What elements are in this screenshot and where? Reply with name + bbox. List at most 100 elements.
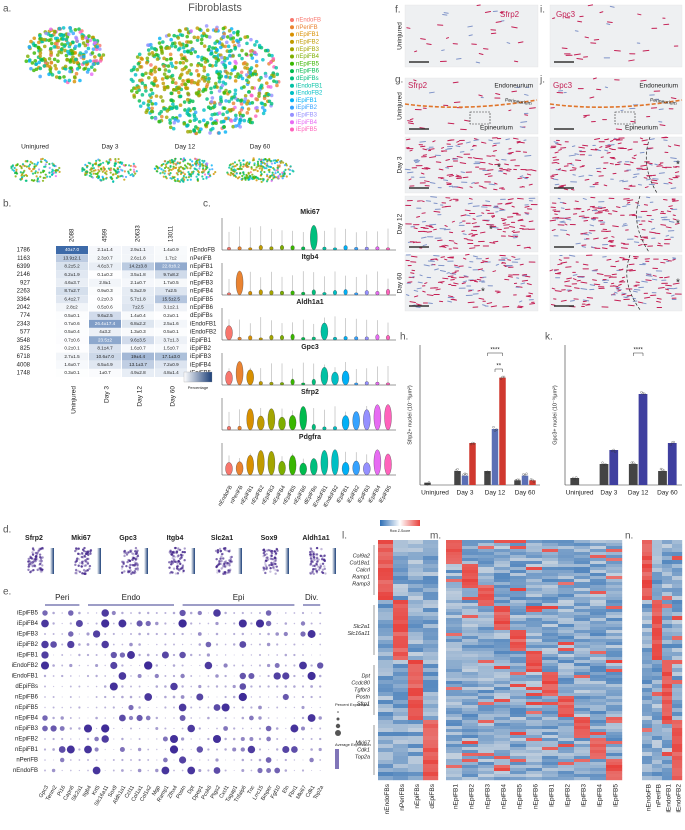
heat-cell bbox=[423, 756, 438, 760]
cluster-count: 774 bbox=[20, 313, 31, 319]
dot bbox=[181, 695, 185, 699]
violin bbox=[226, 371, 233, 385]
stained-nucleus bbox=[466, 254, 470, 255]
dot bbox=[276, 738, 278, 740]
dot bbox=[79, 633, 80, 634]
heat-cell bbox=[423, 736, 438, 740]
feature-cell bbox=[177, 555, 179, 557]
heat-cell bbox=[393, 740, 408, 744]
feature-cell bbox=[215, 566, 217, 568]
umap-cell bbox=[125, 176, 127, 178]
dot bbox=[156, 633, 158, 635]
umap-cell bbox=[117, 158, 119, 160]
row-label: iEpiFB2 bbox=[17, 642, 39, 648]
umap-cell bbox=[233, 171, 235, 173]
heat-cell bbox=[606, 552, 622, 555]
feature-cell bbox=[170, 563, 172, 565]
umap-cell bbox=[172, 127, 176, 131]
dot bbox=[121, 759, 123, 761]
violin bbox=[310, 458, 317, 475]
umap-cell bbox=[89, 162, 91, 164]
stained-nucleus bbox=[406, 139, 410, 140]
heat-cell bbox=[393, 676, 408, 680]
dot bbox=[79, 759, 81, 761]
heat-cell bbox=[423, 744, 438, 748]
stained-nucleus bbox=[473, 219, 475, 220]
dot bbox=[96, 686, 98, 688]
umap-cell bbox=[132, 175, 134, 177]
table-value: 2.3±0.7 bbox=[97, 255, 113, 260]
dot bbox=[53, 738, 55, 740]
table-value: 4.6±3.7 bbox=[64, 280, 80, 285]
feature-cell bbox=[219, 558, 221, 560]
dot bbox=[144, 693, 152, 701]
table-value: 1.4±0.9 bbox=[163, 247, 179, 252]
stained-nucleus bbox=[585, 179, 589, 180]
dot bbox=[122, 707, 123, 708]
umap-cell bbox=[166, 177, 168, 179]
umap-cell bbox=[108, 168, 110, 170]
dot bbox=[268, 696, 269, 697]
umap-cell bbox=[258, 44, 262, 48]
dot bbox=[259, 654, 261, 656]
heat-cell bbox=[393, 636, 408, 640]
heat-cell bbox=[408, 596, 423, 600]
cluster-count: 6399 bbox=[17, 264, 31, 270]
dot bbox=[319, 738, 321, 740]
dot bbox=[110, 682, 118, 690]
stained-nucleus bbox=[486, 258, 489, 259]
dot bbox=[216, 717, 217, 718]
umap-cell bbox=[174, 118, 178, 122]
feature-cell bbox=[121, 568, 123, 570]
umap-cell bbox=[136, 170, 138, 172]
stained-nucleus bbox=[644, 178, 647, 179]
stained-nucleus bbox=[448, 276, 453, 277]
stained-nucleus bbox=[634, 174, 639, 175]
umap-cell bbox=[272, 172, 274, 174]
umap-cell bbox=[205, 97, 209, 101]
dot bbox=[320, 654, 321, 655]
heat-cell bbox=[558, 561, 574, 564]
stained-nucleus bbox=[644, 205, 647, 206]
dot bbox=[191, 665, 192, 666]
violin bbox=[280, 382, 284, 385]
umap-cell bbox=[194, 111, 198, 115]
heat-cell bbox=[542, 612, 558, 615]
dot bbox=[234, 654, 235, 655]
feature-cell bbox=[123, 555, 125, 557]
replicate bbox=[526, 473, 528, 475]
stained-nucleus bbox=[442, 50, 445, 51]
row-label: iEpiFB4 bbox=[17, 621, 39, 627]
umap-cell bbox=[71, 32, 75, 36]
umap-cell bbox=[196, 26, 200, 30]
umap-cell bbox=[284, 169, 286, 171]
cluster-name: dEpiFBs bbox=[190, 313, 213, 319]
stained-nucleus bbox=[416, 307, 420, 308]
table-value: 1±0.7 bbox=[99, 370, 111, 375]
heat-cell bbox=[574, 573, 590, 576]
stained-nucleus bbox=[530, 303, 535, 304]
heat-cell bbox=[423, 556, 438, 560]
umap-cell bbox=[278, 165, 280, 167]
umap-cell bbox=[187, 162, 189, 164]
umap-cell bbox=[58, 171, 60, 173]
dot bbox=[173, 707, 175, 709]
heat-cell bbox=[378, 580, 393, 584]
table-value: 1.7±2 bbox=[165, 255, 177, 260]
stained-nucleus bbox=[443, 278, 448, 279]
umap-cell bbox=[169, 160, 171, 162]
umap-cell bbox=[219, 46, 223, 50]
dot bbox=[52, 612, 55, 615]
legend-label: nEpiFB2 bbox=[296, 39, 320, 45]
umap-cell bbox=[25, 160, 27, 162]
umap-cell bbox=[178, 29, 182, 33]
violin bbox=[333, 426, 337, 430]
dot bbox=[190, 633, 191, 634]
dot bbox=[96, 759, 98, 761]
table-value: 5.7±1.8 bbox=[130, 296, 146, 301]
umap-cell bbox=[267, 53, 271, 57]
heat-cell bbox=[510, 597, 526, 600]
dot bbox=[198, 769, 201, 772]
heat-cell bbox=[423, 684, 438, 688]
umap-cell bbox=[79, 51, 83, 55]
